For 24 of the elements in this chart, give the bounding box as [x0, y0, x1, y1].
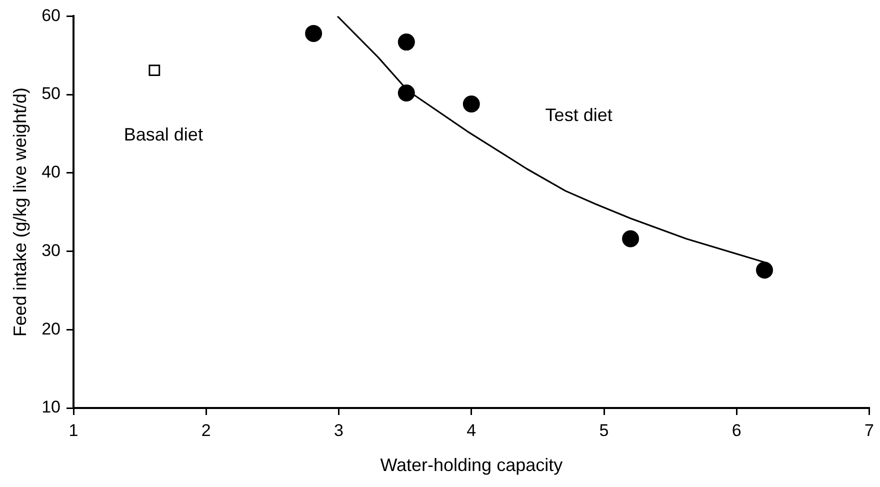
x-tick-label: 6: [732, 420, 742, 440]
x-tick-label: 2: [201, 420, 211, 440]
point: [398, 34, 415, 51]
y-axis-title: Feed intake (g/kg live weight/d): [10, 88, 30, 337]
annotation: Test diet: [545, 105, 612, 126]
y-tick-label: 10: [42, 398, 61, 417]
point: [622, 230, 640, 248]
y-tick-label: 50: [42, 84, 61, 104]
x-tick-label: 3: [334, 420, 344, 440]
x-tick-label: 7: [864, 420, 874, 440]
point: [398, 84, 415, 102]
point: [756, 262, 773, 279]
y-tick-label: 30: [42, 240, 61, 260]
x-tick-label: 4: [466, 420, 476, 440]
y-tick-label: 40: [42, 162, 61, 182]
y-tick-label: 60: [42, 6, 61, 25]
x-tick-label: 5: [599, 420, 609, 440]
point: [148, 64, 160, 76]
point: [305, 24, 322, 42]
x-tick-label: 1: [68, 420, 78, 440]
point: [462, 95, 480, 112]
annotation: Basal diet: [124, 124, 203, 145]
x-axis-title: Water-holding capacity: [380, 455, 563, 476]
y-tick-label: 20: [42, 319, 61, 338]
